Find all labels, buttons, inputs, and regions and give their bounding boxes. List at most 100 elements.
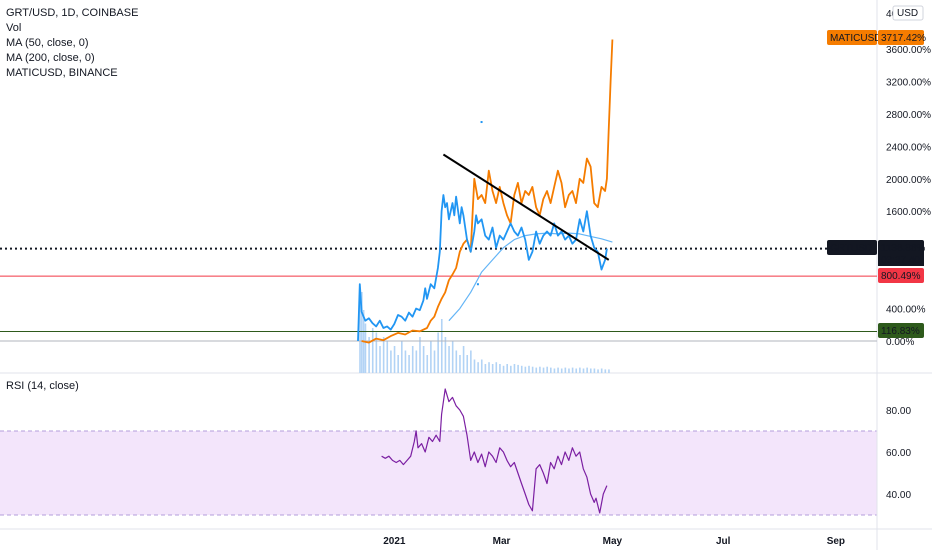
grtusd-line[interactable] <box>357 194 608 342</box>
price-tick-label: 2400.00% <box>886 142 931 153</box>
time-tick-label: Sep <box>827 536 845 547</box>
volume-bar <box>502 365 505 373</box>
volume-bar <box>568 368 570 373</box>
price-tick-label: 3200.00% <box>886 77 931 88</box>
matic-name-badge[interactable] <box>827 30 877 45</box>
volume-bar <box>539 366 541 373</box>
volume-bar <box>513 364 516 373</box>
green-line-value-badge[interactable] <box>878 323 924 338</box>
volume-bar <box>484 364 487 373</box>
volume-bar <box>404 350 407 373</box>
time-tick-label: Jul <box>716 536 731 547</box>
volume-bar <box>546 366 548 373</box>
legend-symbol[interactable]: GRT/USD, 1D, COINBASE <box>6 7 139 19</box>
volume-bar <box>419 337 421 373</box>
volume-bar <box>510 365 512 373</box>
volume-bar <box>401 341 403 373</box>
legend-ma200[interactable]: MA (200, close, 0) <box>6 52 95 64</box>
volume-bar <box>359 287 361 373</box>
volume-bar <box>368 337 370 373</box>
red-line-value-badge[interactable] <box>878 268 924 283</box>
volume-bar <box>386 341 389 373</box>
maticusd-line[interactable] <box>361 39 614 344</box>
grt-countdown-text: 03:37:40 <box>881 255 920 266</box>
volume-bar <box>564 367 567 373</box>
volume-bar <box>440 319 443 373</box>
legend-compare-symbol[interactable]: MATICUSD, BINANCE <box>6 67 118 79</box>
volume-bar <box>393 346 396 373</box>
rsi-band <box>0 431 877 515</box>
rsi-line[interactable] <box>381 388 608 514</box>
price-tick-label: 400.00% <box>886 305 926 316</box>
matic-value-badge[interactable] <box>878 30 924 45</box>
volume-bar <box>520 365 523 373</box>
volume-bar <box>390 350 392 373</box>
volume-bar <box>597 369 599 373</box>
volume-bar <box>499 364 501 373</box>
volume-bar <box>361 292 363 373</box>
isolated-point <box>480 121 483 124</box>
volume-bar <box>477 362 479 373</box>
volume-bar <box>415 350 418 373</box>
matic-name-text: MATICUSD <box>830 33 881 44</box>
volume-bar <box>579 367 581 373</box>
price-tick-label-top: 40 <box>886 9 898 20</box>
volume-bar <box>426 355 429 373</box>
isolated-point <box>476 283 479 286</box>
price-tick-label: 1600.00% <box>886 207 931 218</box>
time-tick-label: Mar <box>493 536 511 547</box>
volume-bar <box>600 368 603 373</box>
trendline[interactable] <box>442 153 610 261</box>
volume-bar <box>371 328 374 373</box>
volume-bar <box>480 359 483 373</box>
red-line-value-text: 800.49% <box>881 271 921 282</box>
rsi-legend[interactable]: RSI (14, close) <box>6 380 79 392</box>
volume-bar <box>455 350 458 373</box>
price-tick-label: 0.00% <box>886 337 914 348</box>
volume-bar <box>593 368 596 373</box>
volume-bar <box>560 368 563 373</box>
grt-name-badge[interactable] <box>827 240 877 255</box>
volume-bar <box>397 355 399 373</box>
legend-ma50[interactable]: MA (50, close, 0) <box>6 37 89 49</box>
legend-volume[interactable]: Vol <box>6 22 22 34</box>
volume-bar <box>448 346 450 373</box>
price-tick-label: 3600.00% <box>886 45 931 56</box>
volume-bar <box>517 364 519 373</box>
volume-bar <box>462 346 465 373</box>
volume-bar <box>473 359 476 373</box>
volume-bar <box>459 355 461 373</box>
volume-bar <box>608 369 610 373</box>
volume-bar <box>433 350 436 373</box>
currency-unit-box[interactable] <box>892 5 924 21</box>
ma50-line[interactable] <box>448 232 613 322</box>
volume-bar <box>571 367 574 373</box>
volume-bar <box>542 367 545 373</box>
volume-bar <box>586 367 588 373</box>
rsi-tick-label: 40.00 <box>886 490 911 501</box>
grt-name-text: GRTUSD <box>830 243 872 254</box>
volume-bar <box>364 323 367 373</box>
matic-value-text: 3717.42% <box>881 33 926 44</box>
volume-bar <box>437 332 439 373</box>
green-line-value-text: 116.83% <box>881 326 920 337</box>
volume-bar <box>375 332 378 373</box>
volume-bar <box>422 346 425 373</box>
volume-bar <box>466 355 469 373</box>
grt-countdown-badge <box>878 253 924 266</box>
volume-bar <box>470 350 472 373</box>
volume-bar <box>408 355 410 373</box>
rsi-tick-label: 60.00 <box>886 448 911 459</box>
volume-bar <box>382 337 385 373</box>
volume-bar <box>575 368 578 373</box>
time-tick-label: 2021 <box>383 536 406 547</box>
volume-bar <box>451 341 454 373</box>
volume-bar <box>491 364 494 373</box>
volume-bar <box>535 367 538 373</box>
grt-value-badge[interactable] <box>878 240 924 255</box>
volume-bar <box>379 346 381 373</box>
volume-bar <box>488 362 490 373</box>
price-tick-label: 2800.00% <box>886 110 931 121</box>
